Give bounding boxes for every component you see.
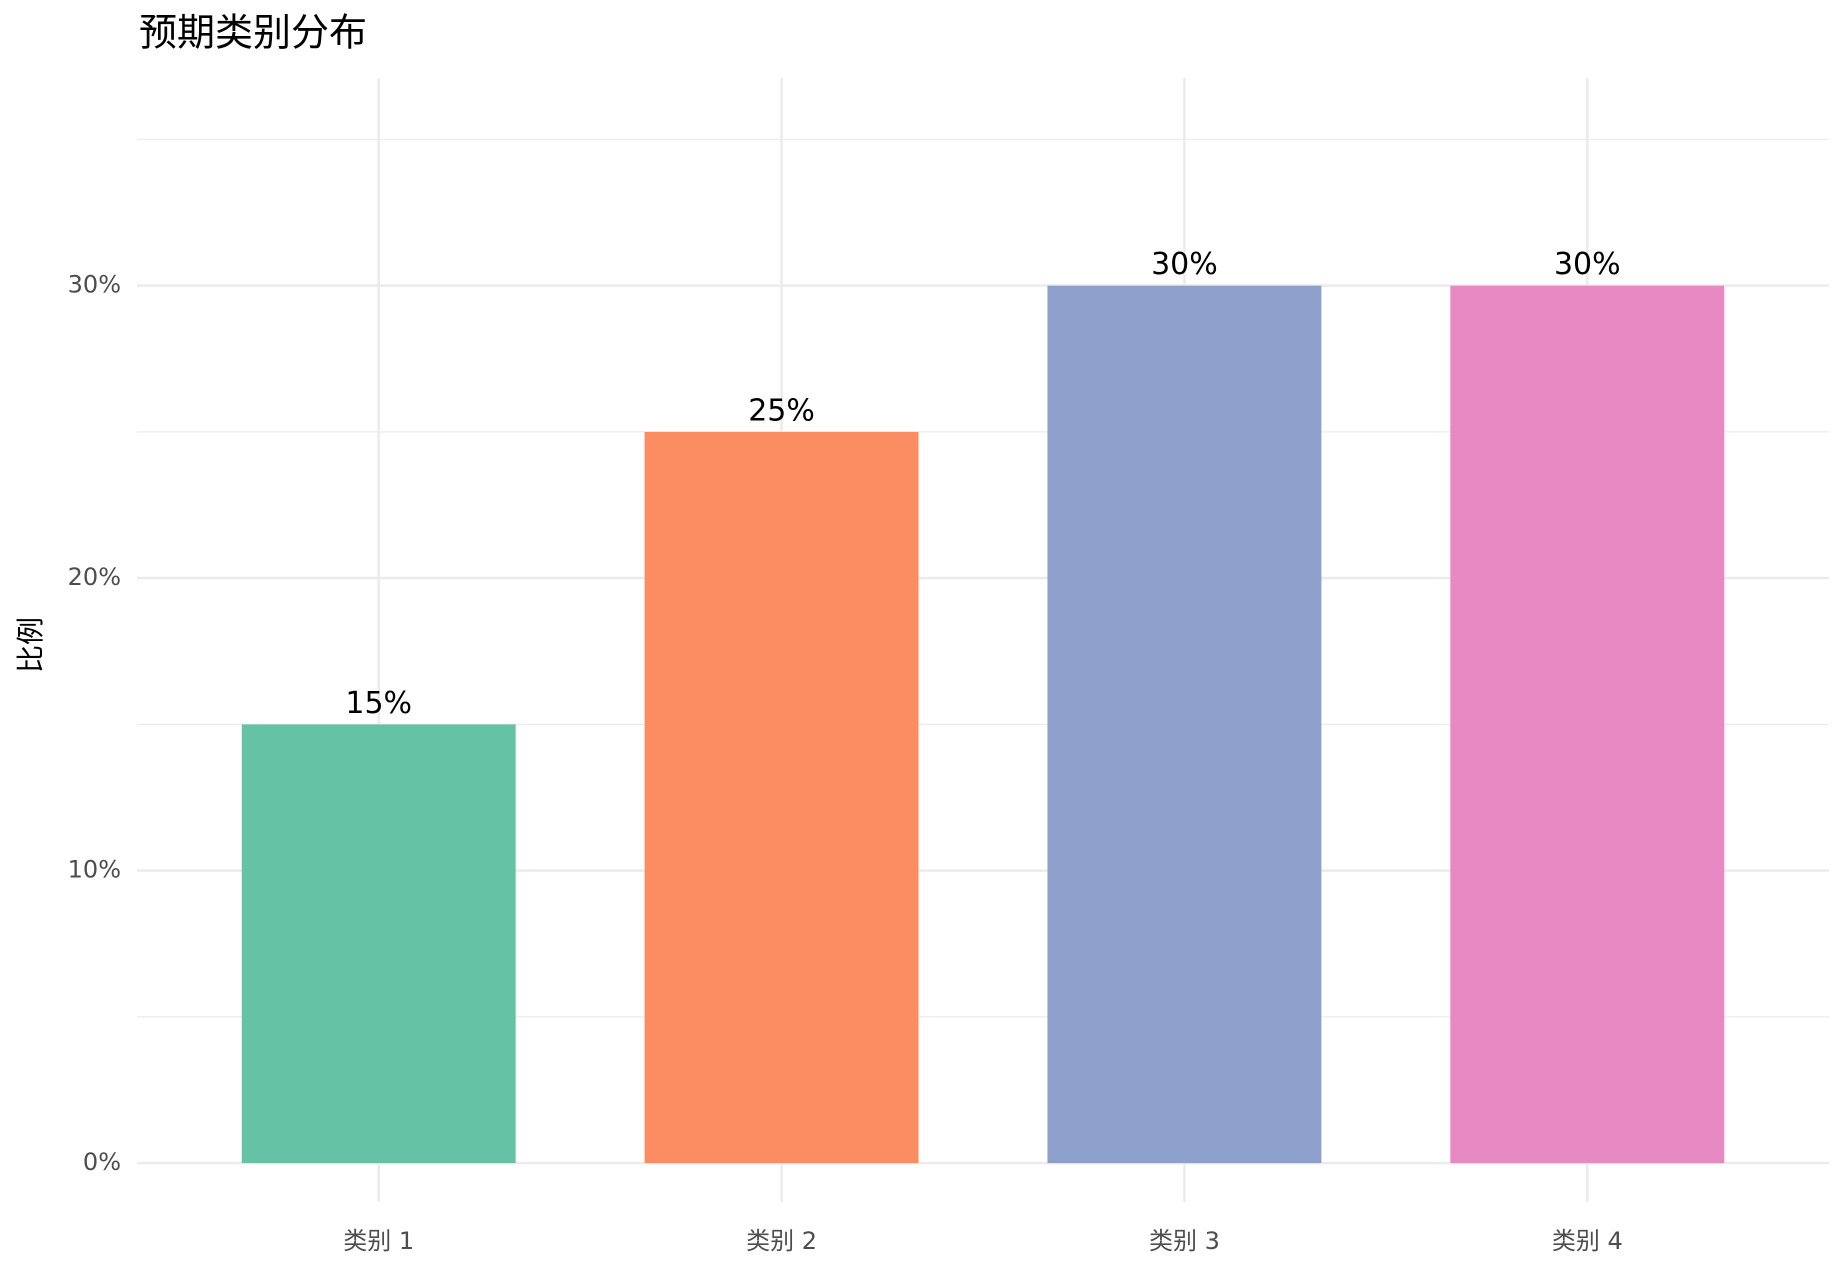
x-tick-label: 类别 1	[343, 1227, 414, 1255]
bar	[644, 431, 919, 1164]
y-tick-label: 10%	[68, 856, 121, 884]
bar	[1047, 285, 1322, 1164]
y-tick-label: 20%	[68, 563, 121, 591]
y-tick-label: 30%	[68, 271, 121, 299]
value-label: 25%	[748, 393, 815, 428]
bar	[1450, 285, 1725, 1164]
y-axis-label: 比例	[14, 617, 47, 673]
x-tick-label: 类别 4	[1552, 1227, 1623, 1255]
x-tick-label: 类别 2	[746, 1227, 817, 1255]
value-label: 15%	[345, 686, 412, 721]
value-label: 30%	[1151, 247, 1218, 282]
value-label: 30%	[1554, 247, 1621, 282]
bar	[241, 724, 516, 1164]
y-tick-label: 0%	[83, 1148, 121, 1176]
x-tick-label: 类别 3	[1149, 1227, 1220, 1255]
chart-title: 预期类别分布	[139, 11, 367, 55]
